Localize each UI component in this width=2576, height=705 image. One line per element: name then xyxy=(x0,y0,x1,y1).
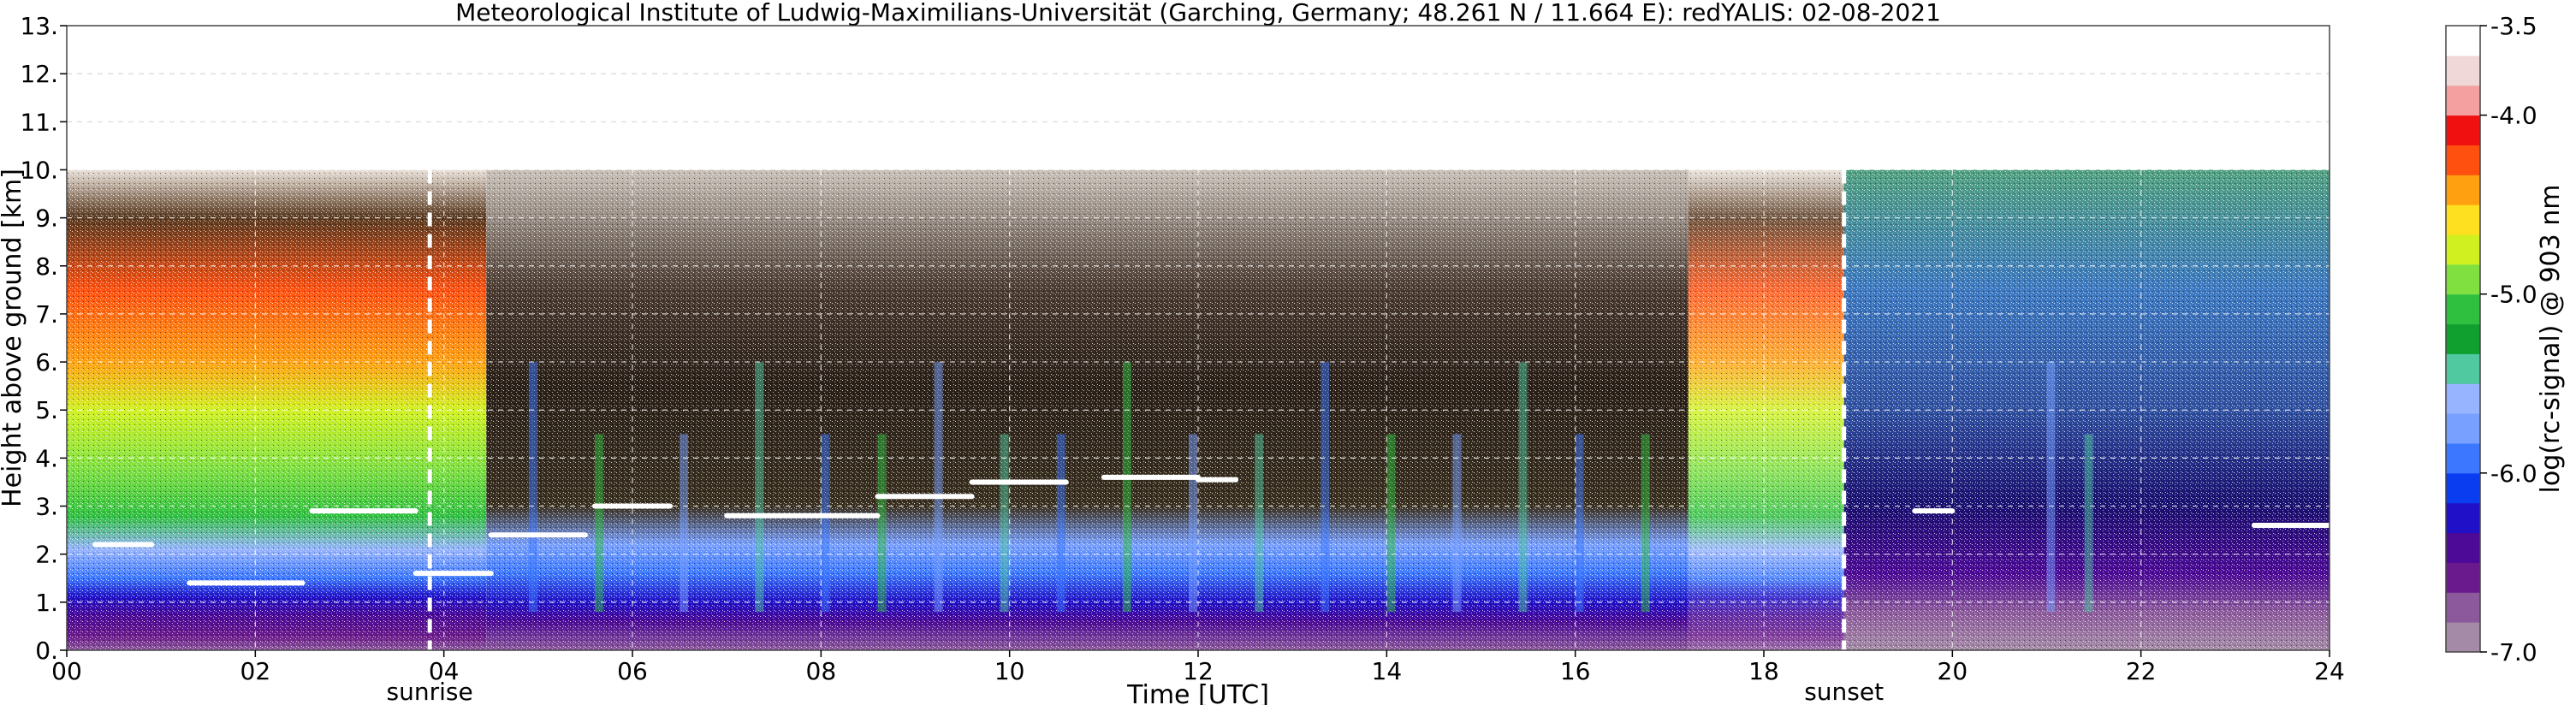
x-tick-label: 02 xyxy=(240,657,271,685)
aerosol-streak xyxy=(1056,434,1065,613)
colorbar-label: log(rc-signal) @ 903 nm xyxy=(2536,185,2566,494)
aerosol-streak xyxy=(2084,434,2093,613)
sunset-label: sunset xyxy=(1804,678,1884,705)
chart-title: Meteorological Institute of Ludwig-Maxim… xyxy=(455,0,1941,27)
aerosol-streak xyxy=(821,434,830,613)
aerosol-streak xyxy=(1255,434,1264,613)
y-axis: 0. 1. 2. 3. 4. 5. 6. 7. 8. 9. 10. 11. 12. 13. xyxy=(20,12,67,665)
colorbar-segment xyxy=(2446,502,2480,534)
x-tick-label: 24 xyxy=(2314,657,2345,685)
aerosol-streak xyxy=(2046,362,2056,613)
x-tick-label: 12 xyxy=(1183,657,1214,685)
colorbar-segment xyxy=(2446,26,2480,56)
y-tick-label: 11. xyxy=(20,108,58,136)
x-tick-label: 20 xyxy=(1938,657,1968,685)
colorbar-segment xyxy=(2446,562,2480,593)
aerosol-streak xyxy=(1575,434,1584,613)
colorbar-tick-label: -5.0 xyxy=(2490,281,2537,309)
y-tick-label: 5. xyxy=(35,396,58,424)
colorbar-segment xyxy=(2446,85,2480,116)
y-tick-label: 9. xyxy=(35,204,58,233)
aerosol-streak xyxy=(680,434,689,613)
sunrise-label: sunrise xyxy=(387,678,473,705)
colorbar-segment xyxy=(2446,413,2480,444)
colorbar-segment xyxy=(2446,145,2480,175)
colorbar-segment xyxy=(2446,353,2480,384)
colorbar-tick-label: -3.5 xyxy=(2490,12,2537,40)
aerosol-streak xyxy=(1386,434,1396,613)
y-tick-label: 0. xyxy=(35,637,58,665)
aerosol-streak xyxy=(877,434,887,613)
colorbar-segment xyxy=(2446,264,2480,295)
colorbar-segment xyxy=(2446,234,2480,265)
colorbar-tick-label: -6.0 xyxy=(2490,459,2537,488)
aerosol-streak xyxy=(594,434,603,613)
grid-lines xyxy=(67,73,2330,650)
colorbar-tick-label: -7.0 xyxy=(2490,638,2537,666)
aerosol-streak xyxy=(1641,434,1650,613)
x-tick-label: 10 xyxy=(994,657,1025,685)
y-tick-label: 8. xyxy=(35,252,58,281)
y-axis-label: Height above ground [km] xyxy=(0,169,27,507)
y-tick-label: 10. xyxy=(20,156,58,184)
colorbar-segment xyxy=(2446,443,2480,474)
x-tick-label: 18 xyxy=(1748,657,1779,685)
x-tick-label: 08 xyxy=(806,657,837,685)
colorbar-segment xyxy=(2446,532,2480,563)
colorbar-tick-label: -4.0 xyxy=(2490,102,2537,130)
colorbar-segment xyxy=(2446,622,2480,653)
day-night-markers: sunrise sunset xyxy=(387,169,1884,705)
y-tick-label: 3. xyxy=(35,493,58,521)
colorbar-segment xyxy=(2446,55,2480,86)
aerosol-streak xyxy=(528,362,537,613)
colorbar-frame xyxy=(2445,25,2481,653)
x-axis-label: Time [UTC] xyxy=(1126,680,1269,705)
y-tick-label: 4. xyxy=(35,444,58,472)
aerosol-streak xyxy=(1122,362,1131,613)
aerosol-streak xyxy=(755,362,764,613)
aerosol-streak xyxy=(1452,434,1462,613)
aerosol-streak xyxy=(934,362,943,613)
x-tick-label: 06 xyxy=(617,657,648,685)
y-tick-label: 1. xyxy=(35,589,58,617)
cloud-layers xyxy=(92,474,2332,586)
aerosol-streak xyxy=(1518,362,1528,613)
colorbar-segment xyxy=(2446,204,2480,235)
x-tick-label: 16 xyxy=(1560,657,1591,685)
y-tick-label: 7. xyxy=(35,300,58,329)
colorbar: -3.5 -4.0 -5.0 -6.0 -7.0 xyxy=(2445,12,2537,666)
colorbar-segment xyxy=(2446,175,2480,205)
aerosol-streak xyxy=(1188,434,1197,613)
colorbar-segment xyxy=(2446,383,2480,414)
colorbar-segment xyxy=(2446,592,2480,623)
aerosol-streak xyxy=(1000,434,1009,613)
x-tick-label: 22 xyxy=(2126,657,2157,685)
y-tick-label: 6. xyxy=(35,348,58,376)
y-tick-label: 13. xyxy=(20,12,58,40)
x-axis: 00 02 04 06 08 10 12 14 16 18 20 22 24 xyxy=(51,650,2345,685)
aerosol-streak xyxy=(1321,362,1330,613)
y-tick-label: 12. xyxy=(20,60,58,88)
x-tick-label: 00 xyxy=(51,657,82,685)
colorbar-segment xyxy=(2446,472,2480,504)
colorbar-segment xyxy=(2446,293,2480,325)
x-tick-label: 04 xyxy=(429,657,460,685)
colorbar-segment xyxy=(2446,323,2480,354)
x-tick-label: 14 xyxy=(1372,657,1403,685)
y-tick-label: 2. xyxy=(35,541,58,569)
colorbar-segment xyxy=(2446,115,2480,145)
